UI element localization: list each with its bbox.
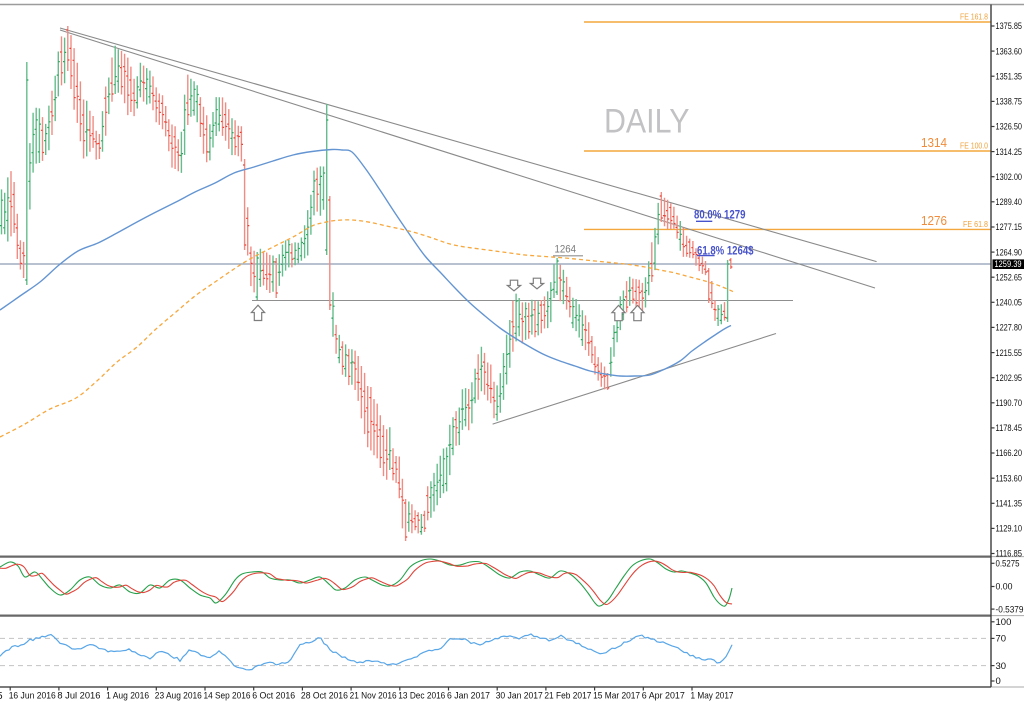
- svg-text:1240.05: 1240.05: [996, 298, 1023, 309]
- svg-text:1215.55: 1215.55: [996, 348, 1023, 359]
- svg-text:1252.65: 1252.65: [996, 272, 1023, 283]
- svg-text:1314: 1314: [921, 136, 947, 150]
- svg-text:30: 30: [996, 661, 1007, 672]
- svg-text:14 Sep 2016: 14 Sep 2016: [204, 691, 251, 702]
- svg-text:1264: 1264: [555, 244, 577, 256]
- svg-text:61.8% 1264$: 61.8% 1264$: [697, 246, 754, 258]
- svg-text:1259.39: 1259.39: [995, 259, 1022, 270]
- svg-text:1116.85: 1116.85: [996, 549, 1023, 560]
- svg-text:80.0% 1279: 80.0% 1279: [694, 210, 746, 222]
- svg-text:1129.10: 1129.10: [996, 524, 1023, 535]
- svg-text:1326.50: 1326.50: [996, 122, 1023, 133]
- svg-text:28 Oct 2016: 28 Oct 2016: [301, 691, 348, 702]
- svg-text:1264.90: 1264.90: [996, 247, 1023, 258]
- svg-text:1 May 2017: 1 May 2017: [691, 691, 734, 702]
- svg-text:1153.60: 1153.60: [996, 473, 1023, 484]
- svg-text:1375.85: 1375.85: [996, 21, 1023, 32]
- svg-text:1 Aug 2016: 1 Aug 2016: [106, 691, 149, 702]
- svg-text:30 Jan 2017: 30 Jan 2017: [496, 691, 543, 702]
- svg-text:1277.15: 1277.15: [996, 222, 1023, 233]
- svg-text:1338.75: 1338.75: [996, 97, 1023, 108]
- svg-text:0.00: 0.00: [996, 582, 1013, 593]
- svg-text:0: 0: [996, 676, 1001, 687]
- svg-text:1190.70: 1190.70: [996, 398, 1023, 409]
- svg-text:FE 61.8: FE 61.8: [963, 219, 988, 229]
- svg-text:0.5275: 0.5275: [996, 559, 1020, 570]
- svg-text:16 Jun 2016: 16 Jun 2016: [9, 691, 56, 702]
- svg-text:15 Mar 2017: 15 Mar 2017: [593, 691, 640, 702]
- svg-text:1178.45: 1178.45: [996, 423, 1023, 434]
- svg-text:1363.60: 1363.60: [996, 46, 1023, 57]
- svg-text:21 Nov 2016: 21 Nov 2016: [350, 691, 397, 702]
- svg-text:1166.20: 1166.20: [996, 448, 1023, 459]
- svg-text:1227.80: 1227.80: [996, 323, 1023, 334]
- svg-text:70: 70: [996, 634, 1007, 645]
- svg-text:1314.25: 1314.25: [996, 147, 1023, 158]
- svg-text:1289.40: 1289.40: [996, 197, 1023, 208]
- svg-text:23 Aug 2016: 23 Aug 2016: [155, 691, 202, 702]
- svg-text:6 Jan 2017: 6 Jan 2017: [447, 691, 490, 702]
- svg-text:8 Jul 2016: 8 Jul 2016: [57, 691, 100, 702]
- svg-text:1202.95: 1202.95: [996, 373, 1023, 384]
- svg-text:1276: 1276: [921, 214, 947, 228]
- svg-text:FE 161.8: FE 161.8: [960, 12, 988, 22]
- svg-text:5: 5: [0, 691, 3, 702]
- svg-text:13 Dec 2016: 13 Dec 2016: [398, 691, 445, 702]
- svg-text:1141.35: 1141.35: [996, 499, 1023, 510]
- svg-text:-0.5379: -0.5379: [996, 604, 1024, 615]
- svg-text:6 Oct 2016: 6 Oct 2016: [252, 691, 295, 702]
- svg-text:1302.00: 1302.00: [996, 172, 1023, 183]
- svg-text:DAILY: DAILY: [604, 103, 690, 141]
- svg-text:6 Apr 2017: 6 Apr 2017: [642, 691, 685, 702]
- svg-text:FE 100.0: FE 100.0: [960, 141, 988, 151]
- svg-text:1351.35: 1351.35: [996, 71, 1023, 82]
- svg-text:21 Feb 2017: 21 Feb 2017: [544, 691, 591, 702]
- svg-text:100: 100: [996, 617, 1012, 628]
